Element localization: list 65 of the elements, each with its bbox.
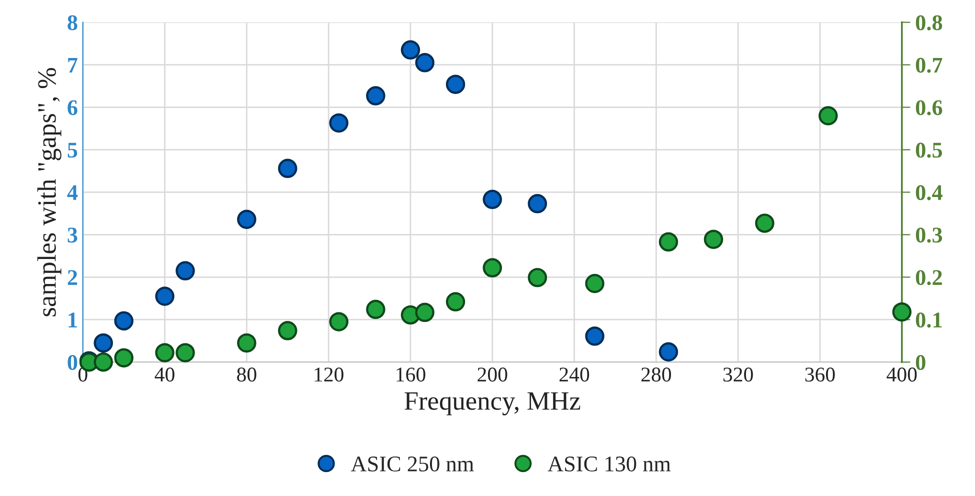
x-tick-label: 120: [314, 368, 344, 382]
x-tick-label: 400: [886, 368, 917, 382]
y2-tick-label: 0.5: [916, 142, 942, 158]
point: [114, 348, 134, 368]
y-tick-label: 4: [67, 185, 78, 200]
point: [892, 302, 912, 322]
y2-tick-label: 0: [916, 355, 926, 370]
point: [528, 194, 548, 214]
y-tick-label: 2: [68, 270, 78, 285]
y2-tick-label: 0.7: [916, 58, 942, 73]
point: [446, 292, 466, 312]
y-tick-label: 1: [68, 312, 77, 328]
point: [528, 268, 548, 288]
point: [155, 286, 174, 306]
point: [585, 274, 604, 294]
point: [237, 333, 256, 353]
x-tick-label: 40: [154, 368, 174, 382]
y-tick-label: 7: [68, 58, 78, 72]
legend-label: ASIC 130 nm: [548, 456, 671, 472]
point: [329, 113, 348, 133]
legend-label: ASIC 250 nm: [350, 456, 474, 472]
y-tick-label: 3: [68, 228, 78, 243]
point: [155, 343, 174, 362]
x-tick-label: 240: [560, 368, 590, 382]
point: [114, 311, 134, 330]
x-tick-label: 360: [805, 368, 835, 382]
point: [366, 300, 386, 320]
point: [94, 333, 113, 353]
x-tick-label: 160: [396, 368, 426, 382]
point: [446, 74, 466, 94]
point: [176, 261, 195, 280]
point: [329, 312, 348, 332]
y2-tick-label: 0.4: [916, 185, 942, 200]
x-tick-label: 200: [478, 368, 508, 382]
point: [94, 352, 113, 372]
point: [366, 86, 386, 106]
point: [415, 53, 434, 72]
point: [818, 106, 838, 126]
y2-tick-label: 0.8: [916, 15, 942, 30]
y-tick-label: 5: [68, 142, 78, 158]
point: [415, 302, 434, 322]
point: [658, 342, 678, 362]
point: [237, 210, 256, 229]
point: [704, 230, 724, 249]
y2-tick-label: 0.2: [916, 270, 942, 286]
point: [482, 258, 502, 278]
point: [400, 40, 420, 60]
y-tick-label: 0: [68, 355, 78, 370]
y2-tick-label: 0.3: [916, 228, 942, 243]
point: [658, 232, 678, 252]
y2-tick-label: 0.1: [916, 312, 942, 328]
point: [278, 321, 298, 340]
x-tick-label: 80: [237, 368, 256, 382]
x-tick-label: 280: [641, 368, 672, 382]
y-tick-label: 8: [68, 15, 78, 30]
point: [176, 343, 195, 362]
y2-tick-label: 0.6: [916, 100, 942, 116]
point: [482, 190, 502, 210]
point: [755, 214, 774, 233]
y-axis-title: samples with "gaps", %: [37, 68, 62, 316]
point: [278, 158, 298, 178]
x-tick-label: 320: [723, 368, 753, 382]
x-axis-title: Frequency, MHz: [404, 392, 580, 416]
y-tick-label: 6: [68, 100, 78, 116]
point: [585, 326, 604, 346]
